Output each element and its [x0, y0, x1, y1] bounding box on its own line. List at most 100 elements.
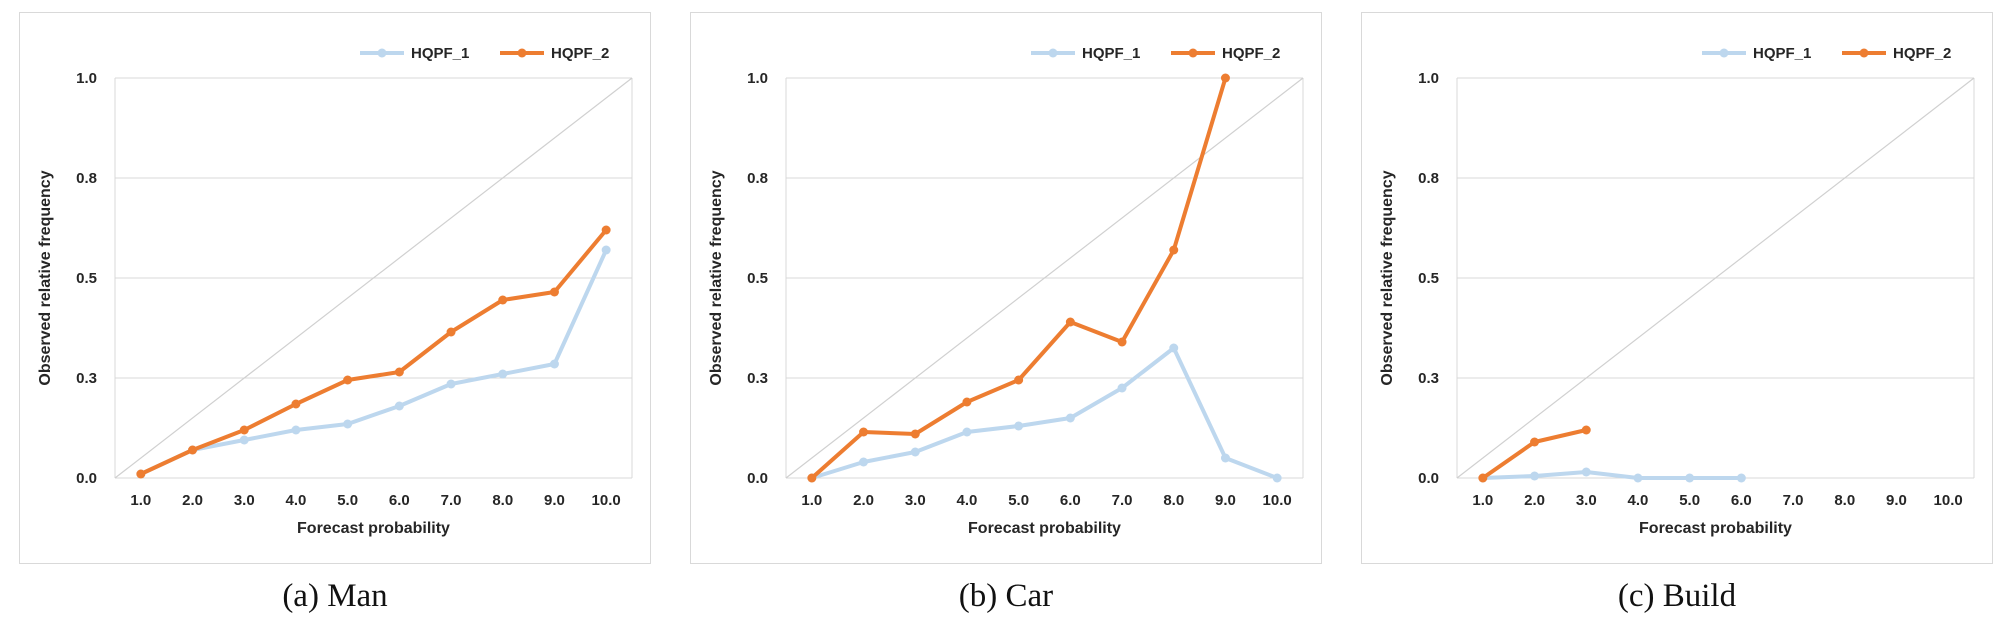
- legend-label: HQPF_2: [1893, 45, 1951, 62]
- y-tick-label: 0.8: [76, 170, 97, 187]
- x-tick-label: 2.0: [182, 492, 203, 509]
- x-tick-label: 8.0: [492, 492, 513, 509]
- y-tick-label: 0.5: [747, 270, 768, 287]
- caption-man: (a) Man: [282, 578, 388, 614]
- x-axis-title: Forecast probability: [1639, 520, 1792, 537]
- x-tick-label: 4.0: [1628, 492, 1649, 509]
- perfect-reliability-diagonal: [1456, 77, 1975, 479]
- x-tick-label: 9.0: [1886, 492, 1907, 509]
- data-point: [910, 429, 920, 439]
- perfect-reliability-diagonal: [114, 77, 633, 479]
- data-point: [343, 375, 353, 385]
- data-point: [549, 359, 559, 369]
- data-point: [549, 287, 559, 297]
- y-tick-label: 0.0: [1418, 470, 1439, 487]
- data-point: [1169, 245, 1179, 255]
- data-point: [239, 435, 249, 445]
- data-point: [1633, 473, 1643, 483]
- chart-panel-man: 0.0 0.3 0.5 0.8 1.0 1.0 2.0 3.0 4.0 5.0 6.0 7.0 8.0 9…: [19, 12, 651, 564]
- x-tick-label: 7.0: [1112, 492, 1133, 509]
- y-tick-label: 0.8: [1418, 170, 1439, 187]
- x-tick-label: 1.0: [130, 492, 151, 509]
- x-tick-label: 10.0: [1263, 492, 1292, 509]
- x-tick-label: 7.0: [441, 492, 462, 509]
- x-tick-label: 9.0: [544, 492, 565, 509]
- x-tick-label: 7.0: [1783, 492, 1804, 509]
- data-point: [1117, 383, 1127, 393]
- x-axis-title: Forecast probability: [297, 520, 450, 537]
- data-point: [859, 457, 869, 467]
- y-tick-label: 1.0: [76, 70, 97, 87]
- caption-car: (b) Car: [958, 578, 1054, 614]
- data-point: [1220, 73, 1230, 83]
- chart-svg: 0.0 0.3 0.5 0.8 1.0 1.0 2.0 3.0 4.0 5.0 6.0 7.0 8.0 9…: [37, 45, 633, 537]
- legend-label: HQPF_1: [1753, 45, 1811, 62]
- data-point: [807, 473, 817, 483]
- data-point: [1478, 473, 1488, 483]
- y-axis-title: Observed relative frequency: [1379, 170, 1396, 385]
- data-point: [1014, 421, 1024, 431]
- legend-marker: [377, 48, 387, 58]
- x-tick-label: 10.0: [592, 492, 621, 509]
- data-point: [1117, 337, 1127, 347]
- data-point: [394, 367, 404, 377]
- legend-marker: [517, 48, 527, 58]
- x-tick-label: 6.0: [1060, 492, 1081, 509]
- y-tick-label: 0.3: [76, 370, 97, 387]
- y-axis-title: Observed relative frequency: [37, 170, 54, 385]
- data-point: [446, 379, 456, 389]
- data-point: [962, 397, 972, 407]
- data-point: [910, 447, 920, 457]
- caption-build: (c) Build: [1617, 578, 1737, 614]
- x-tick-label: 5.0: [337, 492, 358, 509]
- legend-marker: [1048, 48, 1058, 58]
- data-point: [1014, 375, 1024, 385]
- data-point: [1065, 317, 1075, 327]
- data-point: [1530, 471, 1540, 481]
- legend-marker: [1859, 48, 1869, 58]
- legend-label: HQPF_2: [551, 45, 609, 62]
- data-point: [498, 295, 508, 305]
- data-point: [601, 245, 611, 255]
- data-point: [1220, 453, 1230, 463]
- series-line-hqpf-1: [811, 346, 1278, 480]
- x-tick-label: 2.0: [1524, 492, 1545, 509]
- legend-label: HQPF_1: [411, 45, 469, 62]
- x-tick-label: 2.0: [853, 492, 874, 509]
- data-point: [1065, 413, 1075, 423]
- legend-marker: [1188, 48, 1198, 58]
- x-tick-label: 9.0: [1215, 492, 1236, 509]
- x-axis-title: Forecast probability: [968, 520, 1121, 537]
- x-tick-label: 6.0: [389, 492, 410, 509]
- data-point: [1530, 437, 1540, 447]
- data-point: [136, 469, 146, 479]
- legend-label: HQPF_1: [1082, 45, 1140, 62]
- data-point: [859, 427, 869, 437]
- data-point: [343, 419, 353, 429]
- data-point: [498, 369, 508, 379]
- x-tick-label: 10.0: [1934, 492, 1963, 509]
- data-point: [1736, 473, 1746, 483]
- x-tick-label: 5.0: [1679, 492, 1700, 509]
- legend-marker: [1719, 48, 1729, 58]
- x-tick-label: 3.0: [1576, 492, 1597, 509]
- data-point: [188, 445, 198, 455]
- data-point: [394, 401, 404, 411]
- data-point: [291, 425, 301, 435]
- data-point: [239, 425, 249, 435]
- x-tick-label: 6.0: [1731, 492, 1752, 509]
- data-point: [962, 427, 972, 437]
- series-line-hqpf-2: [1481, 428, 1587, 480]
- series-line-hqpf-2: [140, 228, 608, 476]
- data-point: [1169, 343, 1179, 353]
- x-tick-label: 8.0: [1163, 492, 1184, 509]
- y-tick-label: 0.8: [747, 170, 768, 187]
- data-point: [1581, 425, 1591, 435]
- y-tick-label: 0.3: [1418, 370, 1439, 387]
- y-tick-label: 0.3: [747, 370, 768, 387]
- x-tick-label: 1.0: [801, 492, 822, 509]
- x-tick-label: 3.0: [905, 492, 926, 509]
- data-point: [1581, 467, 1591, 477]
- legend-label: HQPF_2: [1222, 45, 1280, 62]
- x-tick-label: 4.0: [957, 492, 978, 509]
